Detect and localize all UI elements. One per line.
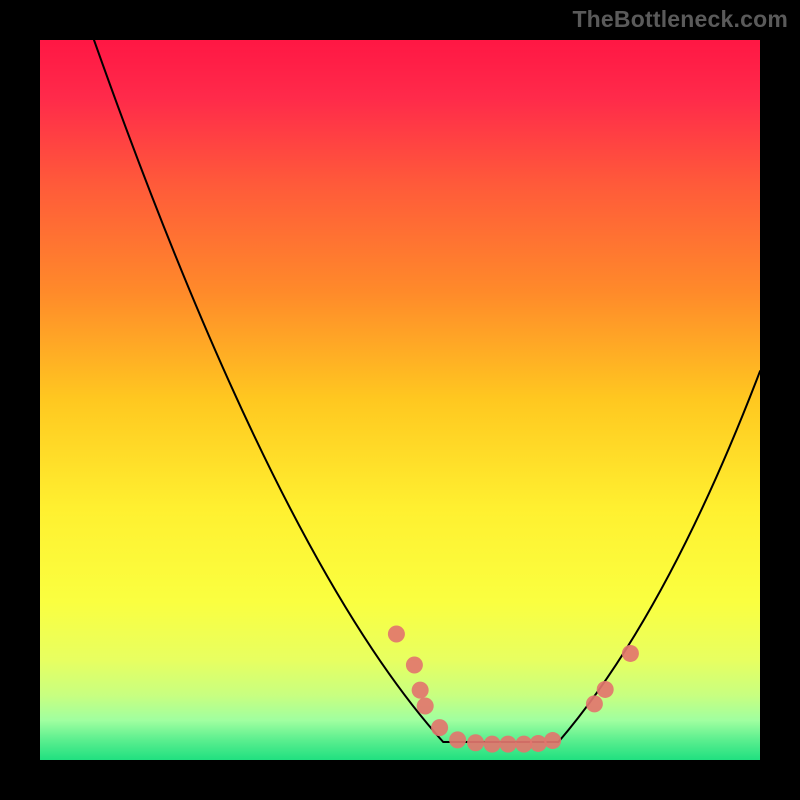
watermark-text: TheBottleneck.com	[572, 6, 788, 33]
scatter-point	[597, 681, 614, 698]
scatter-point	[484, 736, 501, 753]
scatter-point	[449, 731, 466, 748]
scatter-point	[500, 736, 517, 753]
scatter-markers	[388, 626, 639, 753]
scatter-point	[586, 695, 603, 712]
scatter-point	[622, 645, 639, 662]
scatter-point	[431, 719, 448, 736]
scatter-point	[417, 698, 434, 715]
plot-area	[40, 40, 760, 760]
scatter-point	[467, 734, 484, 751]
scatter-point	[406, 656, 423, 673]
bottleneck-curve	[94, 40, 760, 742]
scatter-point	[388, 626, 405, 643]
scatter-point	[544, 732, 561, 749]
curve-and-points	[40, 40, 760, 760]
scatter-point	[530, 735, 547, 752]
chart-frame: TheBottleneck.com	[0, 0, 800, 800]
scatter-point	[412, 682, 429, 699]
